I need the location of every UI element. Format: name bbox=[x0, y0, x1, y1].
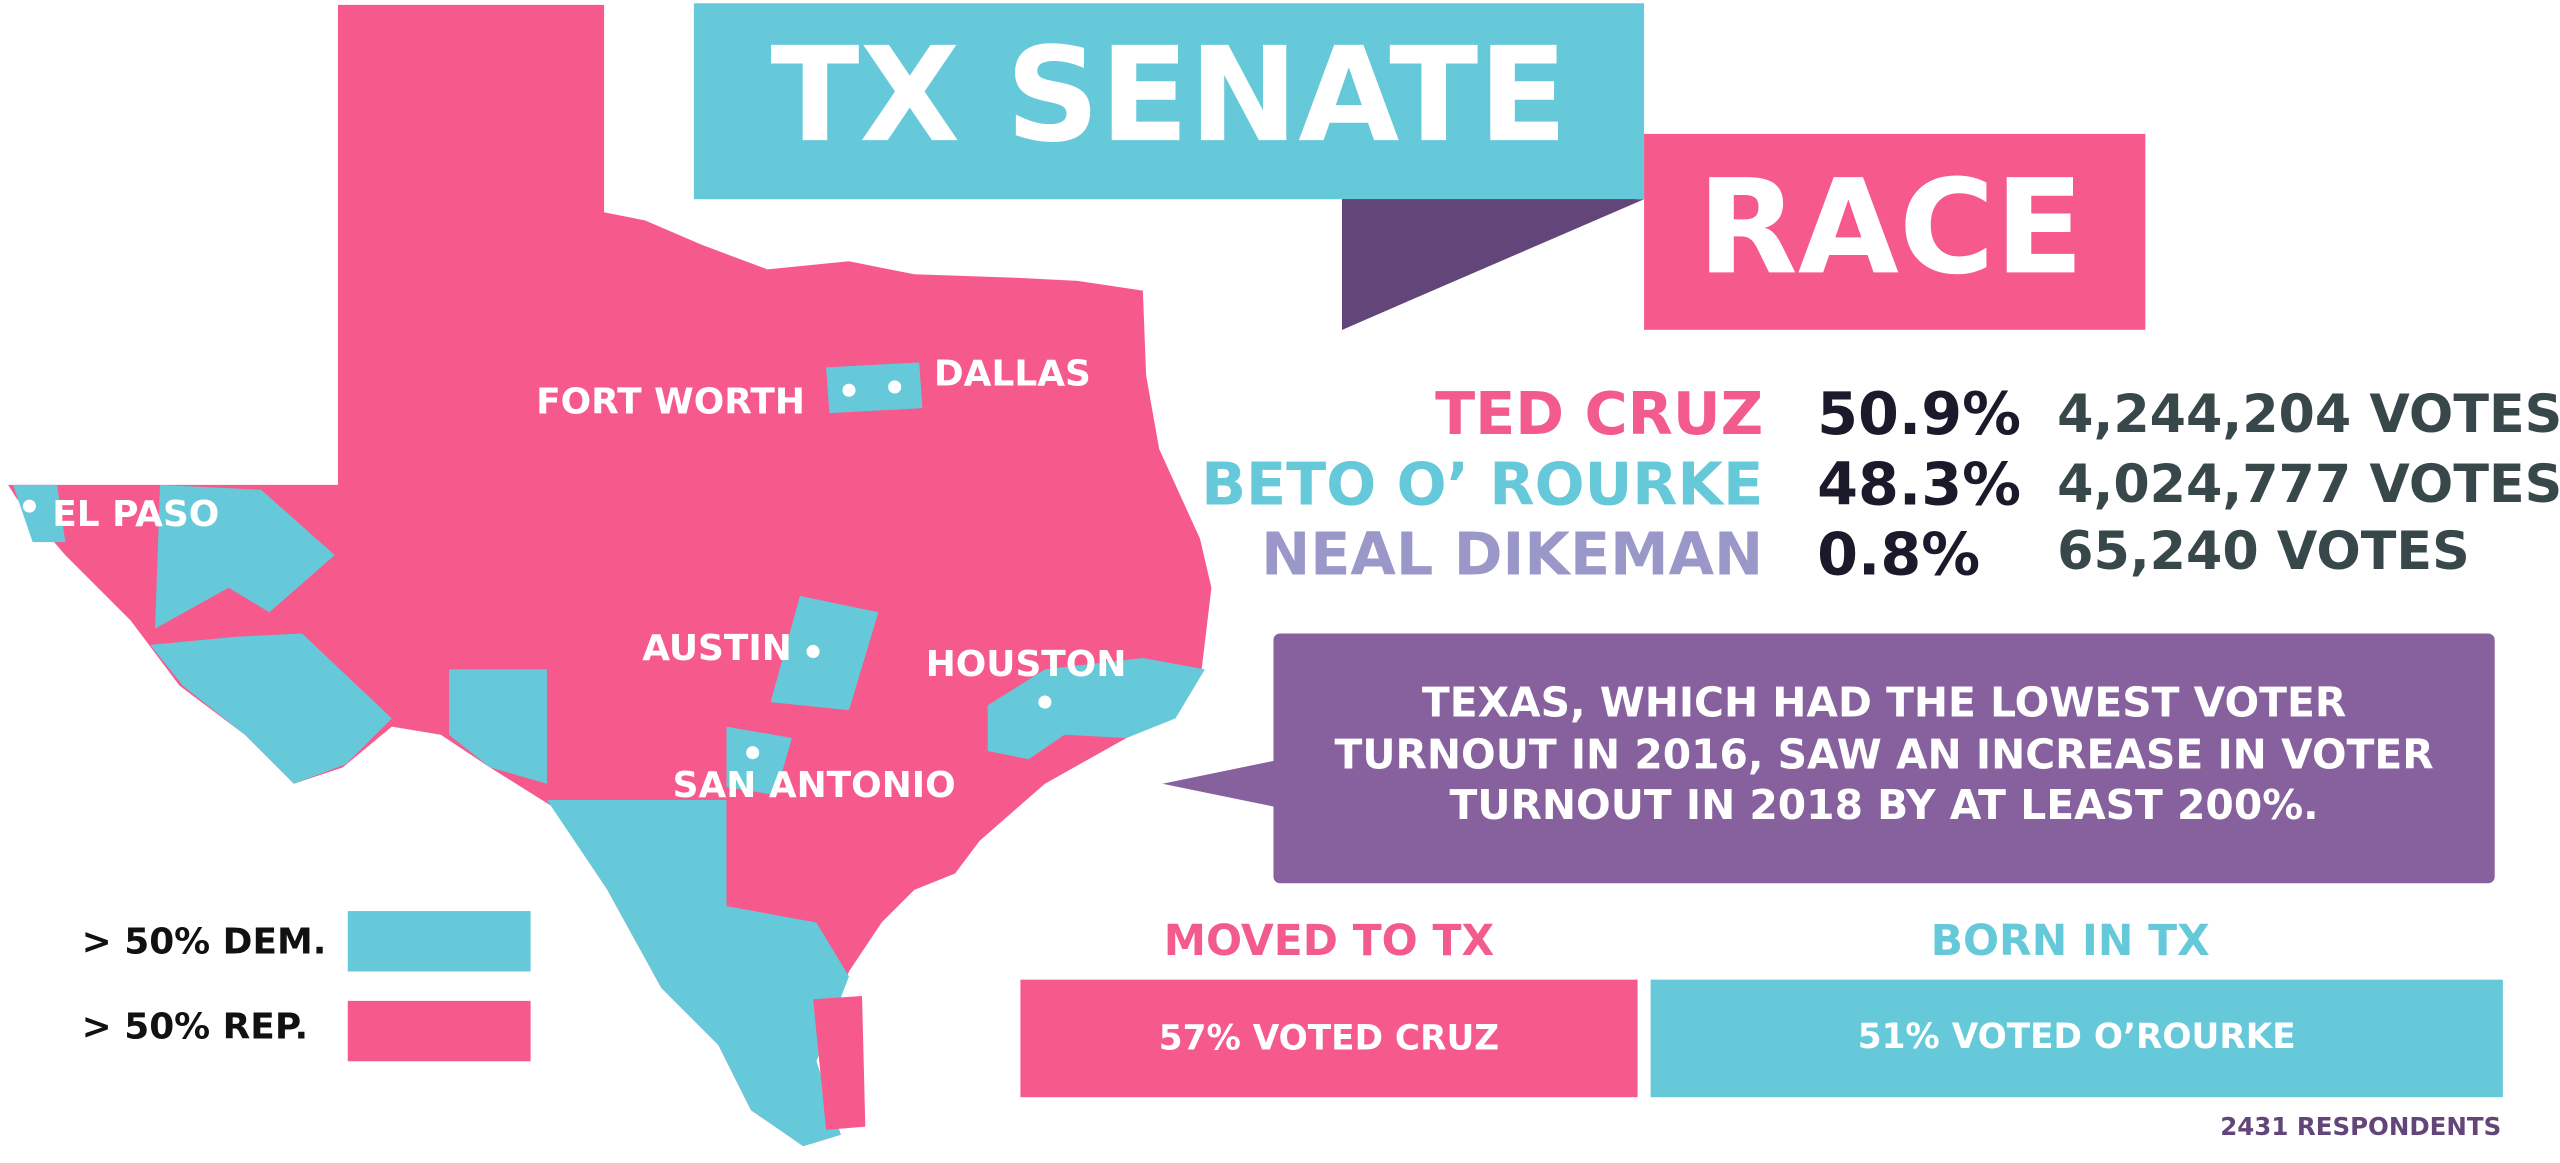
footnote: 2431 RESPONDENTS bbox=[2220, 1112, 2501, 1141]
city-dot bbox=[746, 746, 760, 760]
group-heading: MOVED TO TX bbox=[1164, 917, 1494, 966]
dem-region bbox=[155, 484, 335, 629]
group-heading: BORN IN TX bbox=[1931, 917, 2210, 966]
legend-swatch bbox=[347, 1000, 531, 1062]
title-box bbox=[1644, 133, 2146, 330]
group-result: 51% VOTED O’ROURKE bbox=[1858, 1017, 2296, 1057]
city-dot bbox=[842, 383, 856, 397]
dem-region bbox=[546, 800, 849, 1147]
city-label: EL PASO bbox=[52, 494, 219, 535]
group-bar bbox=[1020, 979, 1638, 1098]
candidate-percent: 0.8% bbox=[1817, 520, 1980, 589]
city-dot bbox=[22, 499, 36, 513]
candidate-name: BETO O’ ROURKE bbox=[1201, 449, 1763, 518]
callout-text: TEXAS, WHICH HAD THE LOWEST VOTER TURNOU… bbox=[1335, 678, 2434, 829]
legend-swatch bbox=[347, 911, 531, 972]
callout-line: TEXAS, WHICH HAD THE LOWEST VOTER bbox=[1422, 678, 2346, 726]
city-label: FORT WORTH bbox=[536, 381, 805, 422]
group-result: 57% VOTED CRUZ bbox=[1159, 1019, 1499, 1059]
city-label: DALLAS bbox=[934, 354, 1091, 395]
candidate-percent: 48.3% bbox=[1817, 449, 2021, 518]
title: TX SENATE bbox=[770, 19, 1567, 171]
candidate-votes: 65,240 VOTES bbox=[2057, 522, 2470, 582]
candidate-votes: 4,244,204 VOTES bbox=[2057, 385, 2560, 445]
candidate-percent: 50.9% bbox=[1817, 379, 2021, 448]
candidate-name: NEAL DIKEMAN bbox=[1261, 520, 1763, 589]
dem-region bbox=[448, 669, 547, 784]
dem-region bbox=[726, 726, 792, 796]
city-dot bbox=[888, 380, 902, 394]
callout-line: TURNOUT IN 2018 BY AT LEAST 200%. bbox=[1450, 781, 2319, 829]
dem-region bbox=[150, 633, 392, 784]
title-box bbox=[693, 3, 1645, 200]
group-bar bbox=[1650, 979, 2503, 1098]
rep-region bbox=[813, 995, 866, 1130]
callout-pointer bbox=[1162, 759, 1282, 809]
results: TED CRUZ 50.9% 4,244,204 VOTES BETO O’ R… bbox=[1201, 379, 2560, 588]
dem-region bbox=[987, 657, 1205, 760]
city-label: SAN ANTONIO bbox=[673, 765, 956, 806]
title: RACE bbox=[1697, 151, 2084, 303]
city-dot bbox=[806, 644, 820, 658]
texas-map: FORT WORTH DALLAS EL PASO AUSTIN HOUSTON… bbox=[8, 4, 1212, 1147]
legend-label: > 50% REP. bbox=[82, 1007, 309, 1048]
texas-rep bbox=[8, 4, 1212, 1147]
dem-region bbox=[826, 362, 923, 414]
callout-box bbox=[1273, 633, 2495, 884]
city-label: AUSTIN bbox=[642, 628, 792, 669]
callout-line: TURNOUT IN 2016, SAW AN INCREASE IN VOTE… bbox=[1335, 731, 2434, 779]
candidate-votes: 4,024,777 VOTES bbox=[2057, 455, 2560, 515]
dem-region bbox=[770, 595, 879, 711]
city-dot bbox=[1038, 695, 1052, 709]
city-label: HOUSTON bbox=[926, 644, 1127, 685]
candidate-name: TED CRUZ bbox=[1435, 379, 1763, 448]
dem-region bbox=[13, 484, 66, 543]
legend-label: > 50% DEM. bbox=[82, 922, 327, 963]
